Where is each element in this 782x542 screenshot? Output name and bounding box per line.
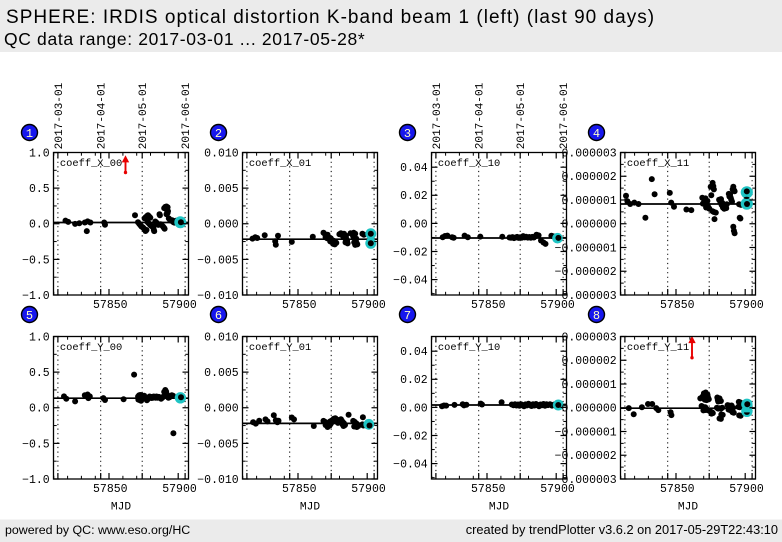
svg-text:0.000001: 0.000001 <box>561 195 616 208</box>
svg-text:0.04: 0.04 <box>400 162 428 175</box>
svg-text:2017-03-01: 2017-03-01 <box>432 82 444 149</box>
svg-text:57900: 57900 <box>540 483 575 496</box>
svg-text:0.000002: 0.000002 <box>561 355 616 368</box>
svg-text:−0.02: −0.02 <box>393 430 428 443</box>
svg-text:2017-06-01: 2017-06-01 <box>559 82 571 149</box>
svg-text:MJD: MJD <box>300 502 320 514</box>
svg-text:−0.04: −0.04 <box>393 459 428 472</box>
svg-text:0.000: 0.000 <box>204 219 239 232</box>
svg-text:−0.000003: −0.000003 <box>555 290 617 303</box>
svg-text:0.02: 0.02 <box>400 190 428 203</box>
svg-text:SPHERE: IRDIS optical distorti: SPHERE: IRDIS optical distortion K-band … <box>6 7 655 28</box>
svg-text:57850: 57850 <box>471 483 506 496</box>
svg-text:2017-05-01: 2017-05-01 <box>516 82 528 149</box>
svg-text:0.00: 0.00 <box>400 402 428 415</box>
svg-text:57850: 57850 <box>282 483 317 496</box>
svg-text:57900: 57900 <box>729 483 764 496</box>
svg-text:coeff_Y_10: coeff_Y_10 <box>438 342 500 354</box>
svg-text:coeff_Y_01: coeff_Y_01 <box>249 342 311 354</box>
svg-text:−0.5: −0.5 <box>22 254 50 267</box>
svg-text:4: 4 <box>593 127 600 141</box>
svg-text:coeff_X_11: coeff_X_11 <box>627 158 689 170</box>
svg-text:57900: 57900 <box>351 483 386 496</box>
svg-text:−0.005: −0.005 <box>197 254 239 267</box>
svg-text:2: 2 <box>215 127 222 141</box>
svg-text:0.0: 0.0 <box>29 219 50 232</box>
svg-text:57900: 57900 <box>540 299 575 312</box>
svg-text:0.04: 0.04 <box>400 346 428 359</box>
svg-text:57850: 57850 <box>282 299 317 312</box>
svg-text:−0.000002: −0.000002 <box>555 450 617 463</box>
svg-text:1: 1 <box>26 127 33 141</box>
svg-text:5: 5 <box>26 309 33 323</box>
svg-text:coeff_Y_11: coeff_Y_11 <box>627 342 689 354</box>
svg-text:powered by QC: www.eso.org/HC: powered by QC: www.eso.org/HC <box>5 523 190 537</box>
svg-text:0.0: 0.0 <box>29 403 50 416</box>
svg-text:57850: 57850 <box>660 299 695 312</box>
svg-text:−0.04: −0.04 <box>393 275 428 288</box>
svg-text:0.000003: 0.000003 <box>561 331 616 344</box>
svg-text:coeff_X_10: coeff_X_10 <box>438 158 500 170</box>
svg-text:MJD: MJD <box>489 502 509 514</box>
svg-text:0.000002: 0.000002 <box>561 171 616 184</box>
svg-text:0.000003: 0.000003 <box>561 147 616 160</box>
svg-text:2017-04-01: 2017-04-01 <box>475 82 487 149</box>
svg-text:−1.0: −1.0 <box>22 290 50 303</box>
svg-text:−0.000001: −0.000001 <box>555 242 617 255</box>
svg-text:0.000000: 0.000000 <box>561 403 616 416</box>
svg-text:−0.005: −0.005 <box>197 438 239 451</box>
svg-text:0.000001: 0.000001 <box>561 379 616 392</box>
svg-text:0.010: 0.010 <box>204 147 239 160</box>
svg-text:57850: 57850 <box>471 299 506 312</box>
svg-text:57900: 57900 <box>162 483 197 496</box>
svg-text:0.000000: 0.000000 <box>561 219 616 232</box>
svg-text:57850: 57850 <box>93 483 128 496</box>
svg-text:57900: 57900 <box>729 299 764 312</box>
svg-text:0.010: 0.010 <box>204 331 239 344</box>
svg-text:−0.000002: −0.000002 <box>555 266 617 279</box>
svg-text:2017-04-01: 2017-04-01 <box>97 82 109 149</box>
svg-text:−0.010: −0.010 <box>197 290 239 303</box>
svg-text:0.005: 0.005 <box>204 183 239 196</box>
svg-text:MJD: MJD <box>111 502 131 514</box>
svg-text:57900: 57900 <box>351 299 386 312</box>
svg-text:−0.000003: −0.000003 <box>555 474 617 487</box>
svg-text:0.005: 0.005 <box>204 367 239 380</box>
svg-text:QC data range: 2017-03-01 ...: QC data range: 2017-03-01 ... 2017-05-28… <box>4 29 365 49</box>
svg-text:0.00: 0.00 <box>400 218 428 231</box>
svg-text:0.5: 0.5 <box>29 367 50 380</box>
svg-text:MJD: MJD <box>678 502 698 514</box>
svg-text:0.5: 0.5 <box>29 183 50 196</box>
svg-text:coeff_X_01: coeff_X_01 <box>249 158 311 170</box>
svg-text:2017-03-01: 2017-03-01 <box>54 82 66 149</box>
svg-text:2017-05-01: 2017-05-01 <box>138 82 150 149</box>
svg-text:57900: 57900 <box>162 299 197 312</box>
svg-text:3: 3 <box>404 127 411 141</box>
svg-text:2017-06-01: 2017-06-01 <box>181 82 193 149</box>
svg-text:8: 8 <box>593 309 600 323</box>
svg-text:6: 6 <box>215 309 222 323</box>
svg-text:created by trendPlotter v3.6.2: created by trendPlotter v3.6.2 on 2017-0… <box>466 522 778 537</box>
svg-text:7: 7 <box>404 309 411 323</box>
svg-text:57850: 57850 <box>93 299 128 312</box>
svg-text:coeff_X_00: coeff_X_00 <box>60 158 122 170</box>
svg-text:−0.010: −0.010 <box>197 474 239 487</box>
svg-text:1.0: 1.0 <box>29 331 50 344</box>
svg-text:−0.000001: −0.000001 <box>555 426 617 439</box>
svg-text:57850: 57850 <box>660 483 695 496</box>
svg-text:coeff_Y_00: coeff_Y_00 <box>60 342 122 354</box>
svg-text:0.000: 0.000 <box>204 403 239 416</box>
svg-text:−0.5: −0.5 <box>22 438 50 451</box>
svg-text:0.02: 0.02 <box>400 374 428 387</box>
svg-text:1.0: 1.0 <box>29 147 50 160</box>
svg-text:−1.0: −1.0 <box>22 474 50 487</box>
svg-text:−0.02: −0.02 <box>393 246 428 259</box>
